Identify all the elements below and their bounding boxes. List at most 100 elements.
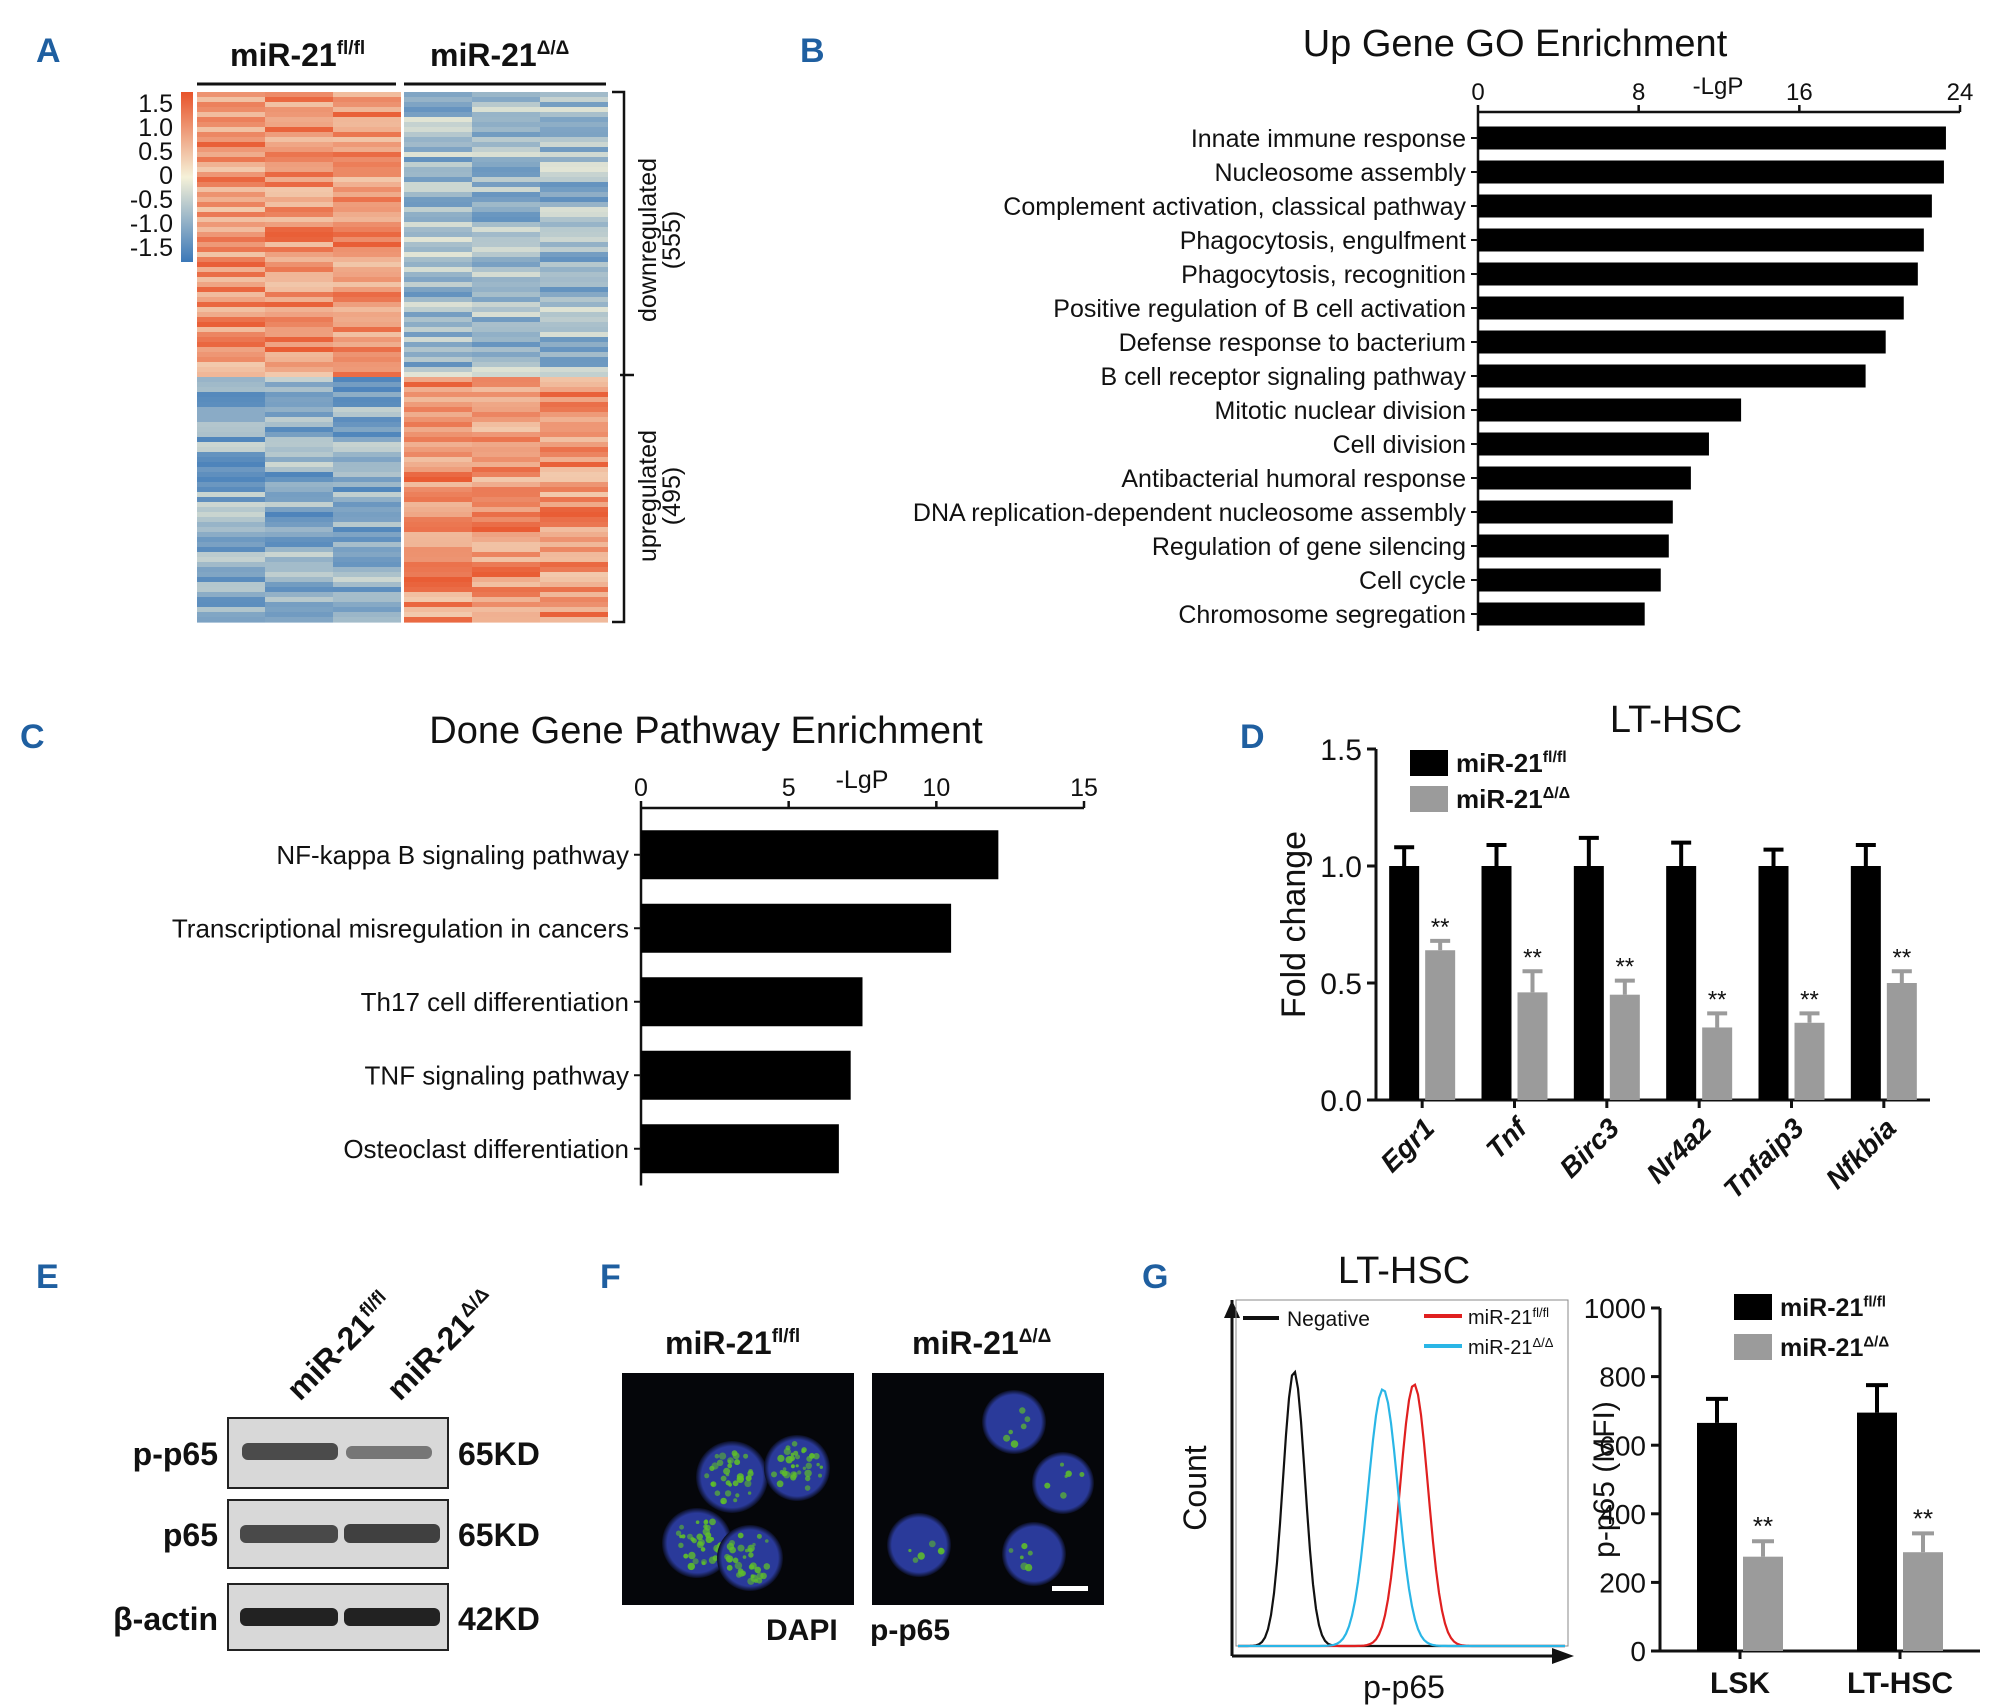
heatmap-cell (197, 172, 265, 178)
heatmap-cell (404, 182, 472, 188)
histogram-curves (1238, 1369, 1565, 1648)
y-tick-label: 200 (1599, 1567, 1646, 1598)
p65-signal (738, 1570, 745, 1577)
heatmap-cell (333, 172, 401, 178)
p65-signal (771, 1471, 777, 1478)
heatmap-cell (333, 472, 401, 478)
heatmap-cell (333, 287, 401, 293)
category-label: Tnfaip3 (1717, 1112, 1810, 1205)
bar (1758, 866, 1789, 1100)
heatmap-cell (404, 92, 472, 98)
heatmap-cell (265, 492, 333, 498)
heatmap-cell (197, 232, 265, 238)
heatmap-cell (472, 367, 540, 373)
p65-signal (679, 1534, 683, 1539)
heatmap-cell (404, 107, 472, 113)
heatmap-cell (333, 457, 401, 463)
heatmap-cell (265, 512, 333, 518)
heatmap-cell (540, 272, 608, 278)
heatmap-cell (333, 357, 401, 363)
p65-signal (747, 1491, 752, 1495)
heatmap-cell (197, 367, 265, 373)
heatmap-cell (197, 597, 265, 603)
curve-negative (1238, 1369, 1565, 1648)
heatmap-cell (472, 92, 540, 98)
scale-bar (1052, 1586, 1088, 1591)
p65-signal (734, 1459, 741, 1466)
heatmap-cell (404, 512, 472, 518)
heatmap-cell (540, 217, 608, 223)
heatmap-cell (333, 362, 401, 368)
heatmap-cell (333, 612, 401, 618)
heatmap-cell (197, 617, 265, 623)
heatmap-cell (540, 117, 608, 123)
heatmap-cell (404, 522, 472, 528)
heatmap-cell (404, 212, 472, 218)
heatmap-cell (540, 92, 608, 98)
heatmap-cell (197, 282, 265, 288)
heatmap-cell (265, 382, 333, 388)
scale-label: 1.5 (138, 90, 173, 118)
heatmap-cell (333, 492, 401, 498)
heatmap-cell (197, 252, 265, 258)
heatmap-cell (404, 387, 472, 393)
x-tick-label: 5 (782, 774, 796, 802)
heatmap-cell (404, 242, 472, 248)
heatmap-cell (404, 352, 472, 358)
x-tick-label: 0 (1471, 79, 1484, 106)
nucleus (1032, 1452, 1094, 1514)
heatmap-cell (404, 532, 472, 538)
bar (1478, 466, 1691, 490)
p65-signal (777, 1454, 785, 1462)
bar (1886, 983, 1917, 1100)
band (240, 1608, 338, 1626)
heatmap-cell (472, 447, 540, 453)
p65-signal (938, 1547, 943, 1553)
heatmap-cell (404, 517, 472, 523)
heatmap-cell (265, 322, 333, 328)
heatmap-cell (197, 417, 265, 423)
bar (1609, 994, 1640, 1100)
p65-signal (1019, 1407, 1026, 1414)
heatmap-cell (472, 492, 540, 498)
heatmap-cell (197, 482, 265, 488)
heatmap-cell (333, 562, 401, 568)
heatmap-cell (472, 357, 540, 363)
bar (641, 830, 999, 880)
heatmap-cell (265, 442, 333, 448)
heatmap-cell (333, 322, 401, 328)
heatmap-cell (404, 102, 472, 108)
heatmap-cell (265, 197, 333, 203)
heatmap-cell (540, 282, 608, 288)
bar (1389, 866, 1420, 1100)
p65-signal (747, 1470, 754, 1477)
heatmap-cell (265, 487, 333, 493)
heatmap-cell (540, 462, 608, 468)
heatmap-cell (472, 512, 540, 518)
heatmap-cell (197, 497, 265, 503)
bar (1478, 602, 1645, 626)
heatmap-cell (197, 322, 265, 328)
heatmap-cell (540, 247, 608, 253)
heatmap-cell (333, 432, 401, 438)
significance-mark: ** (1892, 944, 1911, 971)
heatmap-cell (333, 187, 401, 193)
x-axis-arrow (1552, 1648, 1574, 1664)
heatmap-cell (265, 332, 333, 338)
heatmap-cell (472, 527, 540, 533)
heatmap-cell (265, 167, 333, 173)
p65-signal (805, 1475, 811, 1482)
p65-signal (782, 1467, 787, 1471)
heatmap-cell (472, 602, 540, 608)
legend-label: miR-21Δ/Δ (1780, 1334, 1889, 1363)
heatmap-cell (265, 572, 333, 578)
heatmap-cell (333, 237, 401, 243)
heatmap-cell (472, 347, 540, 353)
heatmap-cell (333, 142, 401, 148)
heatmap-cell (265, 422, 333, 428)
heatmap-cell (472, 482, 540, 488)
legend-label: miR-21fl/fl (1780, 1294, 1886, 1323)
heatmap-cell (540, 347, 608, 353)
p65-signal (734, 1561, 743, 1570)
heatmap-cell (472, 387, 540, 393)
